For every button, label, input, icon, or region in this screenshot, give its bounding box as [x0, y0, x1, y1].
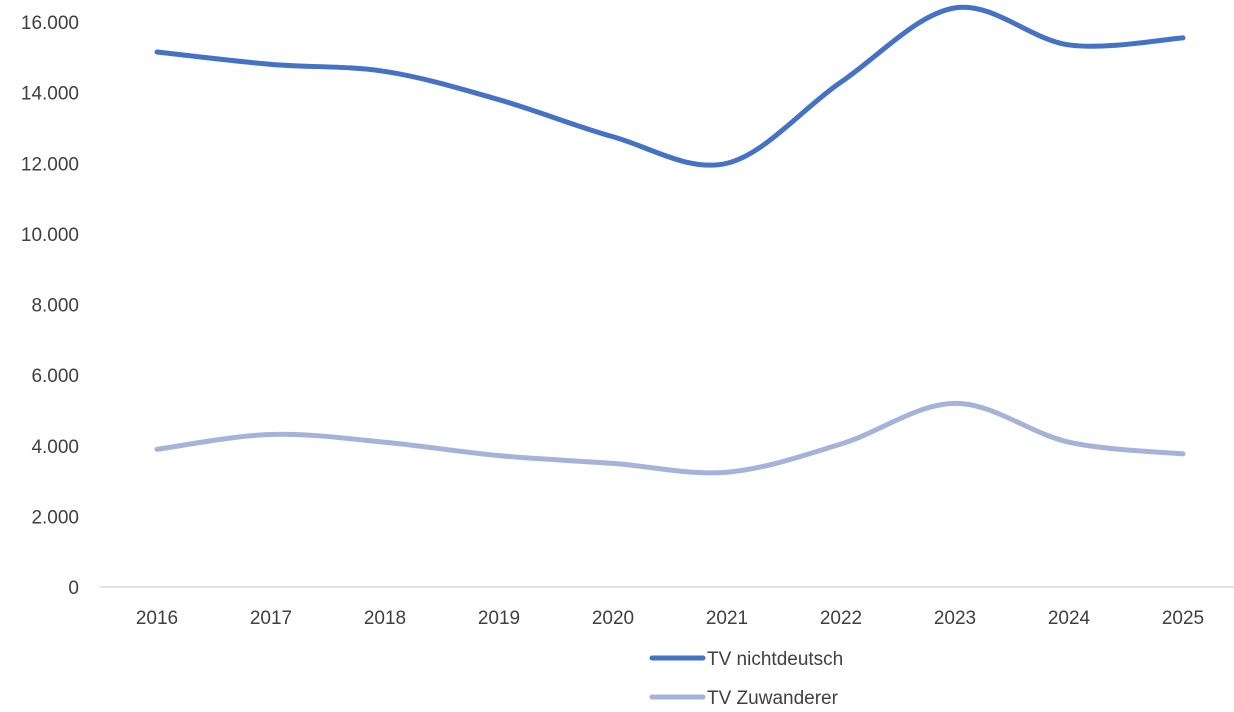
x-tick-label: 2017: [250, 608, 292, 629]
series-line-1: [154, 400, 1186, 476]
y-axis: 0 2.000 4.000 6.000 8.000 10.000 12.000 14.000 1…: [21, 13, 79, 599]
y-tick-label: 12.000: [21, 154, 79, 175]
legend: TV nichtdeutsch TV Zuwanderer: [649, 649, 843, 709]
x-tick-label: 2020: [592, 608, 634, 629]
legend-item: TV Zuwanderer: [649, 688, 839, 709]
x-axis: 2016 2017 2018 2019 2020 2021 2022 2023 2024 2025: [136, 608, 1204, 629]
legend-item: TV nichtdeutsch: [649, 649, 843, 670]
y-tick-label: 14.000: [21, 84, 79, 105]
x-tick-label: 2024: [1048, 608, 1091, 629]
x-tick-label: 2025: [1162, 608, 1204, 629]
legend-label: TV nichtdeutsch: [707, 649, 843, 670]
x-tick-label: 2016: [136, 608, 178, 629]
y-tick-label: 16.000: [21, 13, 79, 34]
y-tick-label: 2.000: [31, 507, 79, 528]
x-tick-label: 2023: [934, 608, 976, 629]
y-tick-label: 6.000: [31, 366, 79, 387]
x-tick-label: 2019: [478, 608, 520, 629]
x-tick-label: 2022: [820, 608, 862, 629]
legend-label: TV Zuwanderer: [707, 688, 839, 707]
series-line-0: [154, 4, 1186, 168]
series-group: [154, 4, 1186, 476]
x-tick-label: 2021: [706, 608, 748, 629]
y-tick-label: 10.000: [21, 225, 79, 246]
y-tick-label: 8.000: [31, 296, 79, 317]
y-tick-label: 0: [68, 578, 79, 599]
y-tick-label: 4.000: [31, 437, 79, 458]
x-tick-label: 2018: [364, 608, 406, 629]
